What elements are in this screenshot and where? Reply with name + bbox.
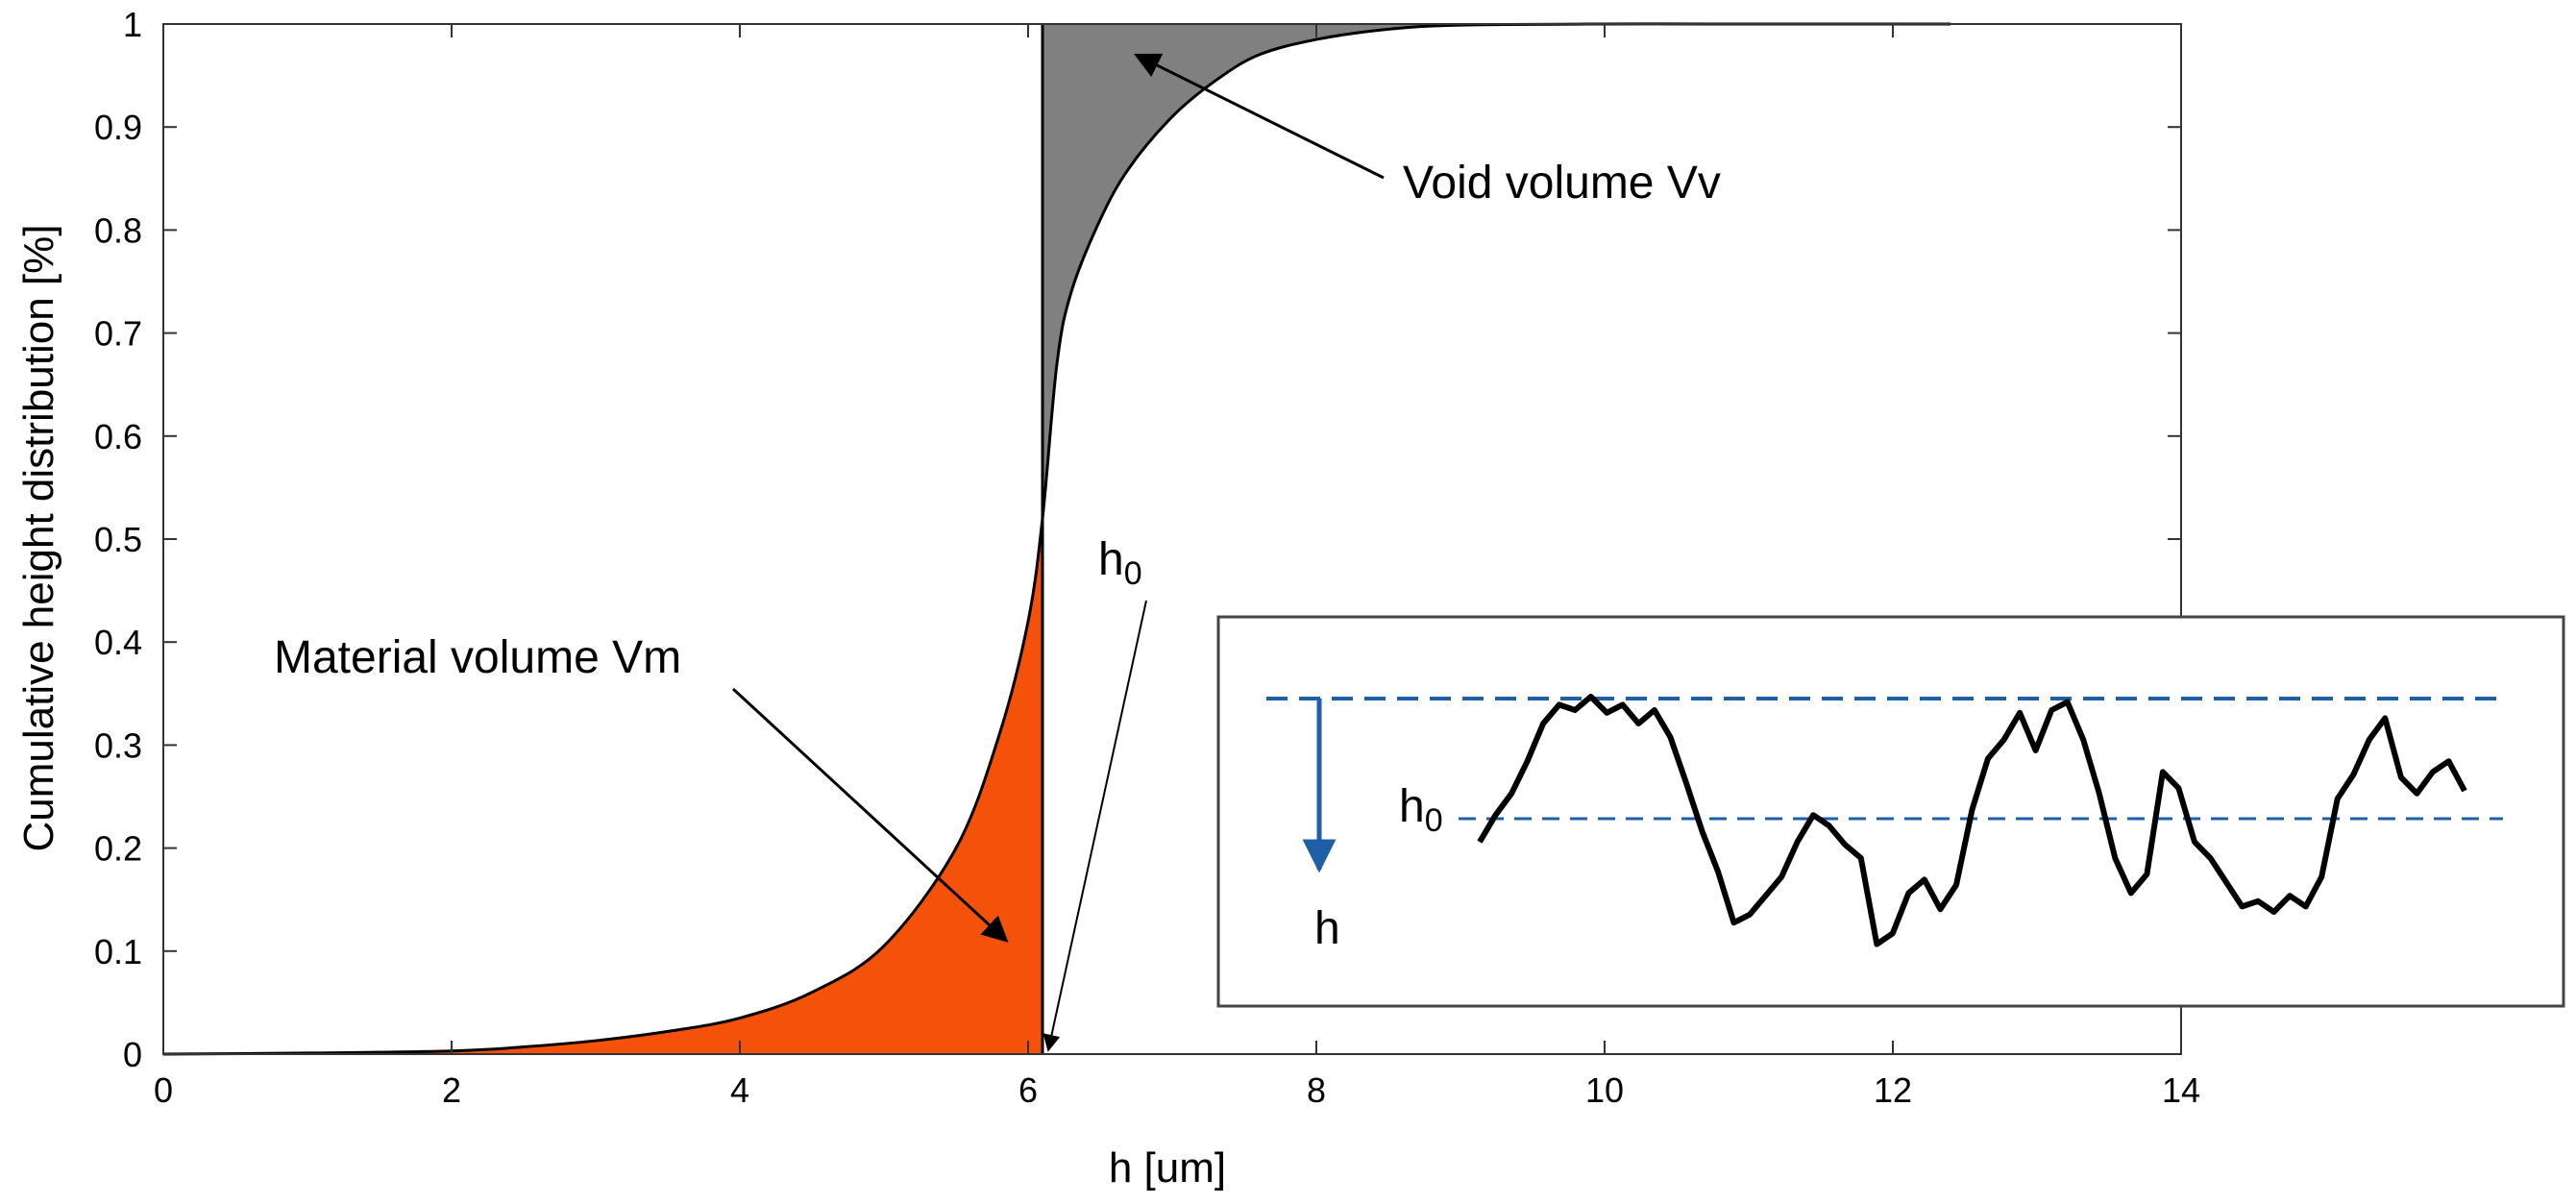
material-volume-label: Material volume Vm	[274, 632, 681, 683]
y-tick-label: 0.5	[94, 520, 142, 559]
void-volume-region	[1043, 23, 1950, 519]
x-tick-label: 2	[442, 1070, 461, 1110]
y-tick-label: 0.2	[94, 829, 142, 869]
x-tick-label: 8	[1307, 1070, 1326, 1110]
x-tick-label: 14	[2162, 1070, 2200, 1110]
x-tick-label: 4	[730, 1070, 749, 1110]
cumulative-curve	[162, 22, 1950, 1056]
y-tick-label: 0	[123, 1035, 142, 1074]
y-tick-label: 0.6	[94, 417, 142, 456]
y-tick-label: 0.1	[94, 932, 142, 971]
void-volume-label: Void volume Vv	[1403, 158, 1721, 209]
y-tick-label: 0.7	[94, 314, 142, 354]
inset-h0-label: h0	[1399, 781, 1443, 839]
material-volume-arrow	[731, 687, 1009, 943]
y-axis-ticks: 0 0.1 0.2 0.3 0.4 0.5 0.6 0.7 0.8 0.9 1	[94, 5, 2181, 1074]
x-tick-label: 10	[1585, 1070, 1624, 1110]
x-tick-label: 0	[154, 1070, 173, 1110]
inset-frame	[1216, 615, 2565, 1008]
material-volume-region	[163, 518, 1043, 1054]
y-tick-label: 0.3	[94, 725, 142, 765]
inset-h-label: h	[1314, 903, 1340, 954]
x-axis-ticks: 0 2 4 6 8 10 12 14	[154, 24, 2200, 1110]
y-tick-label: 0.8	[94, 210, 142, 250]
x-tick-label: 6	[1018, 1070, 1038, 1110]
x-tick-label: 12	[1874, 1070, 1912, 1110]
h0-arrow	[1043, 600, 1147, 1052]
y-tick-label: 1	[123, 5, 142, 44]
h0-label: h0	[1098, 534, 1142, 592]
y-axis-title: Cumulative height distribution [%]	[15, 225, 62, 852]
x-axis-title: h [um]	[1109, 1144, 1226, 1192]
inset-surface-profile	[1477, 694, 2467, 947]
y-tick-label: 0.4	[94, 623, 142, 662]
inset-profile-panel: h0 h	[1216, 615, 2565, 1008]
void-volume-arrow	[1134, 53, 1385, 180]
y-tick-label: 0.9	[94, 108, 142, 147]
